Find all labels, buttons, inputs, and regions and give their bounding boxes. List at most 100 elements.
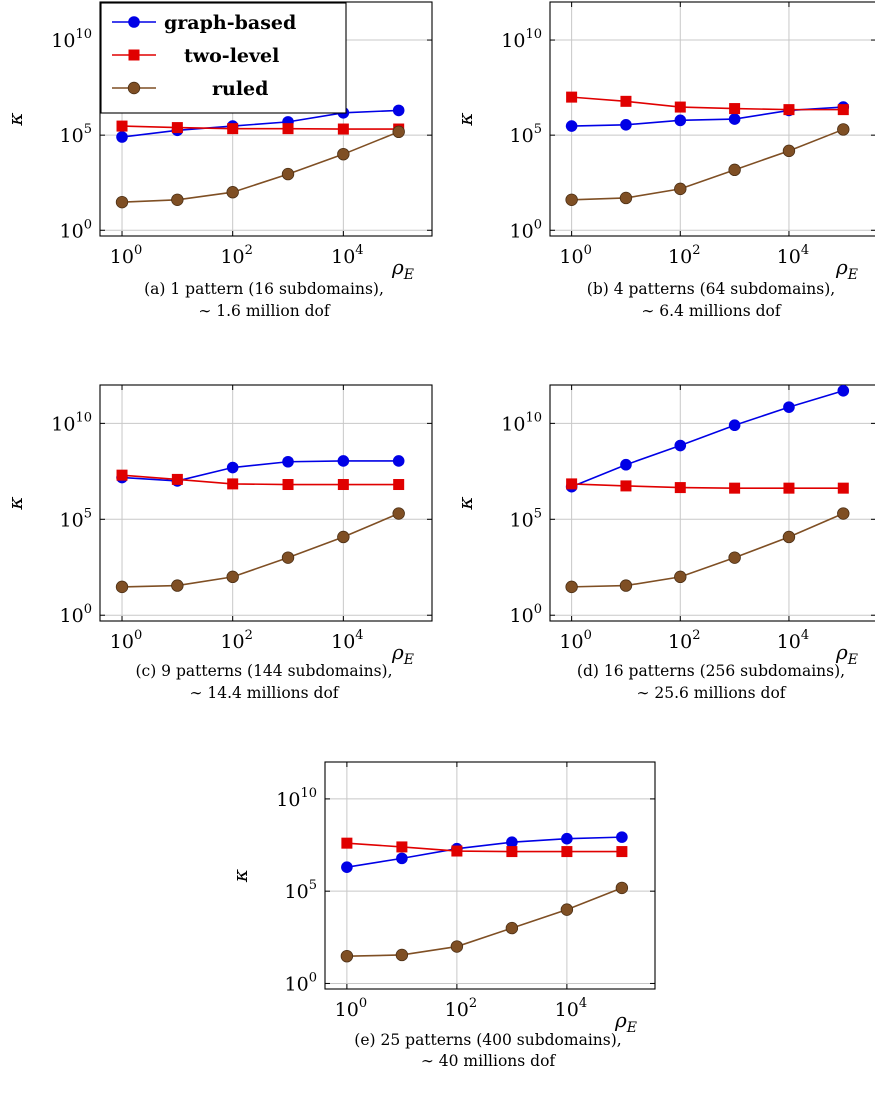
x-axis-label: ρE <box>614 1008 637 1036</box>
data-point-two_level <box>337 123 349 135</box>
y-axis-label: κ <box>3 112 27 126</box>
series-two_level <box>566 91 849 116</box>
series-line-graph_based <box>571 390 844 488</box>
data-point-ruled <box>619 191 633 205</box>
legend-label-two_level: two-level <box>184 45 279 67</box>
data-point-ruled <box>226 570 239 584</box>
series-line-two_level <box>571 483 844 489</box>
data-point-graph_based <box>341 861 353 873</box>
y-tick-label: 1010 <box>51 27 92 52</box>
data-point-two_level <box>837 482 849 494</box>
data-point-two_level <box>227 123 239 135</box>
legend-marker-graph_based <box>128 16 140 28</box>
data-point-two_level <box>116 469 128 481</box>
x-tick-label: 102 <box>220 243 252 268</box>
data-point-two_level <box>783 104 795 116</box>
plot-frame <box>549 384 875 622</box>
x-tick-label: 100 <box>559 243 591 268</box>
data-point-ruled <box>505 921 519 935</box>
x-tick-label: 104 <box>331 628 363 653</box>
data-point-graph_based <box>783 401 795 413</box>
chart-panel-a: 100 102 104 100 105 1010 ρE κ (a) 1 pattern (16 … <box>3 1 433 320</box>
x-tick-label: 100 <box>559 628 591 653</box>
x-tick-label: 102 <box>668 243 700 268</box>
data-point-ruled <box>560 903 574 916</box>
data-point-two_level <box>227 478 239 490</box>
chart-panel-b: 100 102 104 100 105 1010 ρE κ (b) 4 patterns (64… <box>453 1 875 320</box>
x-tick-label: 100 <box>110 628 142 653</box>
data-point-graph_based <box>392 104 405 117</box>
y-tick-label: 105 <box>60 506 92 531</box>
data-point-graph_based <box>728 113 741 125</box>
x-tick-label: 104 <box>555 996 587 1021</box>
data-point-ruled <box>226 186 239 199</box>
caption-line: ∼ 14.4 millions dof <box>189 684 339 702</box>
y-tick-label: 1010 <box>501 410 542 435</box>
series-line-graph_based <box>121 109 399 138</box>
data-point-ruled <box>837 507 850 520</box>
data-point-two_level <box>783 482 795 494</box>
data-point-two_level <box>674 482 686 494</box>
data-point-ruled <box>392 125 405 139</box>
x-axis-label: ρE <box>391 255 414 283</box>
data-point-ruled <box>171 193 184 206</box>
caption-line: (a) 1 pattern (16 subdomains), <box>144 280 384 298</box>
series-two_level <box>116 469 405 491</box>
data-point-ruled <box>115 195 129 209</box>
data-point-ruled <box>565 193 578 206</box>
series-graph_based <box>565 384 850 493</box>
series-two_level <box>341 837 628 858</box>
series-line-ruled <box>121 131 399 203</box>
series-ruled <box>115 507 405 594</box>
plot-frame <box>549 1 875 237</box>
chart-panel-e: 100 102 104 100 105 1010 ρE κ (e) 25 patterns (4… <box>228 761 656 1070</box>
y-tick-label: 100 <box>285 970 317 995</box>
data-point-ruled <box>615 881 629 895</box>
y-tick-label: 100 <box>510 217 542 242</box>
data-point-two_level <box>282 479 294 491</box>
data-point-graph_based <box>337 455 350 467</box>
y-tick-label: 100 <box>60 217 92 242</box>
x-axis-label: ρE <box>835 255 858 283</box>
series-line-ruled <box>571 512 844 588</box>
data-point-graph_based <box>561 832 573 845</box>
legend-marker-ruled <box>127 81 141 95</box>
x-axis-label: ρE <box>835 640 858 668</box>
data-point-ruled <box>450 940 464 953</box>
data-point-two_level <box>616 846 628 858</box>
data-point-graph_based <box>620 119 632 131</box>
x-tick-label: 102 <box>220 628 252 653</box>
data-point-two_level <box>506 846 518 858</box>
legend-marker-two_level <box>128 49 140 61</box>
y-tick-label: 1010 <box>51 410 92 435</box>
data-point-ruled <box>395 948 409 962</box>
y-axis-label: κ <box>453 112 477 126</box>
series-line-ruled <box>122 512 399 588</box>
data-point-graph_based <box>620 458 632 471</box>
data-point-two_level <box>451 845 463 857</box>
y-tick-label: 105 <box>510 506 542 531</box>
y-axis-label: κ <box>453 496 477 510</box>
data-point-ruled <box>392 507 405 520</box>
data-point-two_level <box>837 104 849 116</box>
chart-panel-d: 100 102 104 100 105 1010 ρE κ (d) 16 patterns (2… <box>453 384 875 702</box>
y-tick-label: 100 <box>510 602 542 627</box>
data-point-ruled <box>674 182 687 196</box>
data-point-graph_based <box>506 836 518 849</box>
data-point-ruled <box>565 580 578 594</box>
data-point-graph_based <box>728 419 741 432</box>
caption-line: (d) 16 patterns (256 subdomains), <box>577 662 845 680</box>
y-tick-label: 1010 <box>501 27 542 52</box>
data-point-ruled <box>337 530 350 544</box>
series-line-two_level <box>121 474 399 486</box>
plot-frame <box>99 1 433 237</box>
series-graph_based <box>116 455 405 487</box>
data-point-ruled <box>171 579 184 592</box>
data-point-two_level <box>116 120 128 132</box>
data-point-two_level <box>674 101 686 113</box>
data-point-graph_based <box>837 384 850 397</box>
data-point-ruled <box>728 163 741 177</box>
series-line-ruled <box>571 128 844 201</box>
series-line-two_level <box>346 842 622 853</box>
